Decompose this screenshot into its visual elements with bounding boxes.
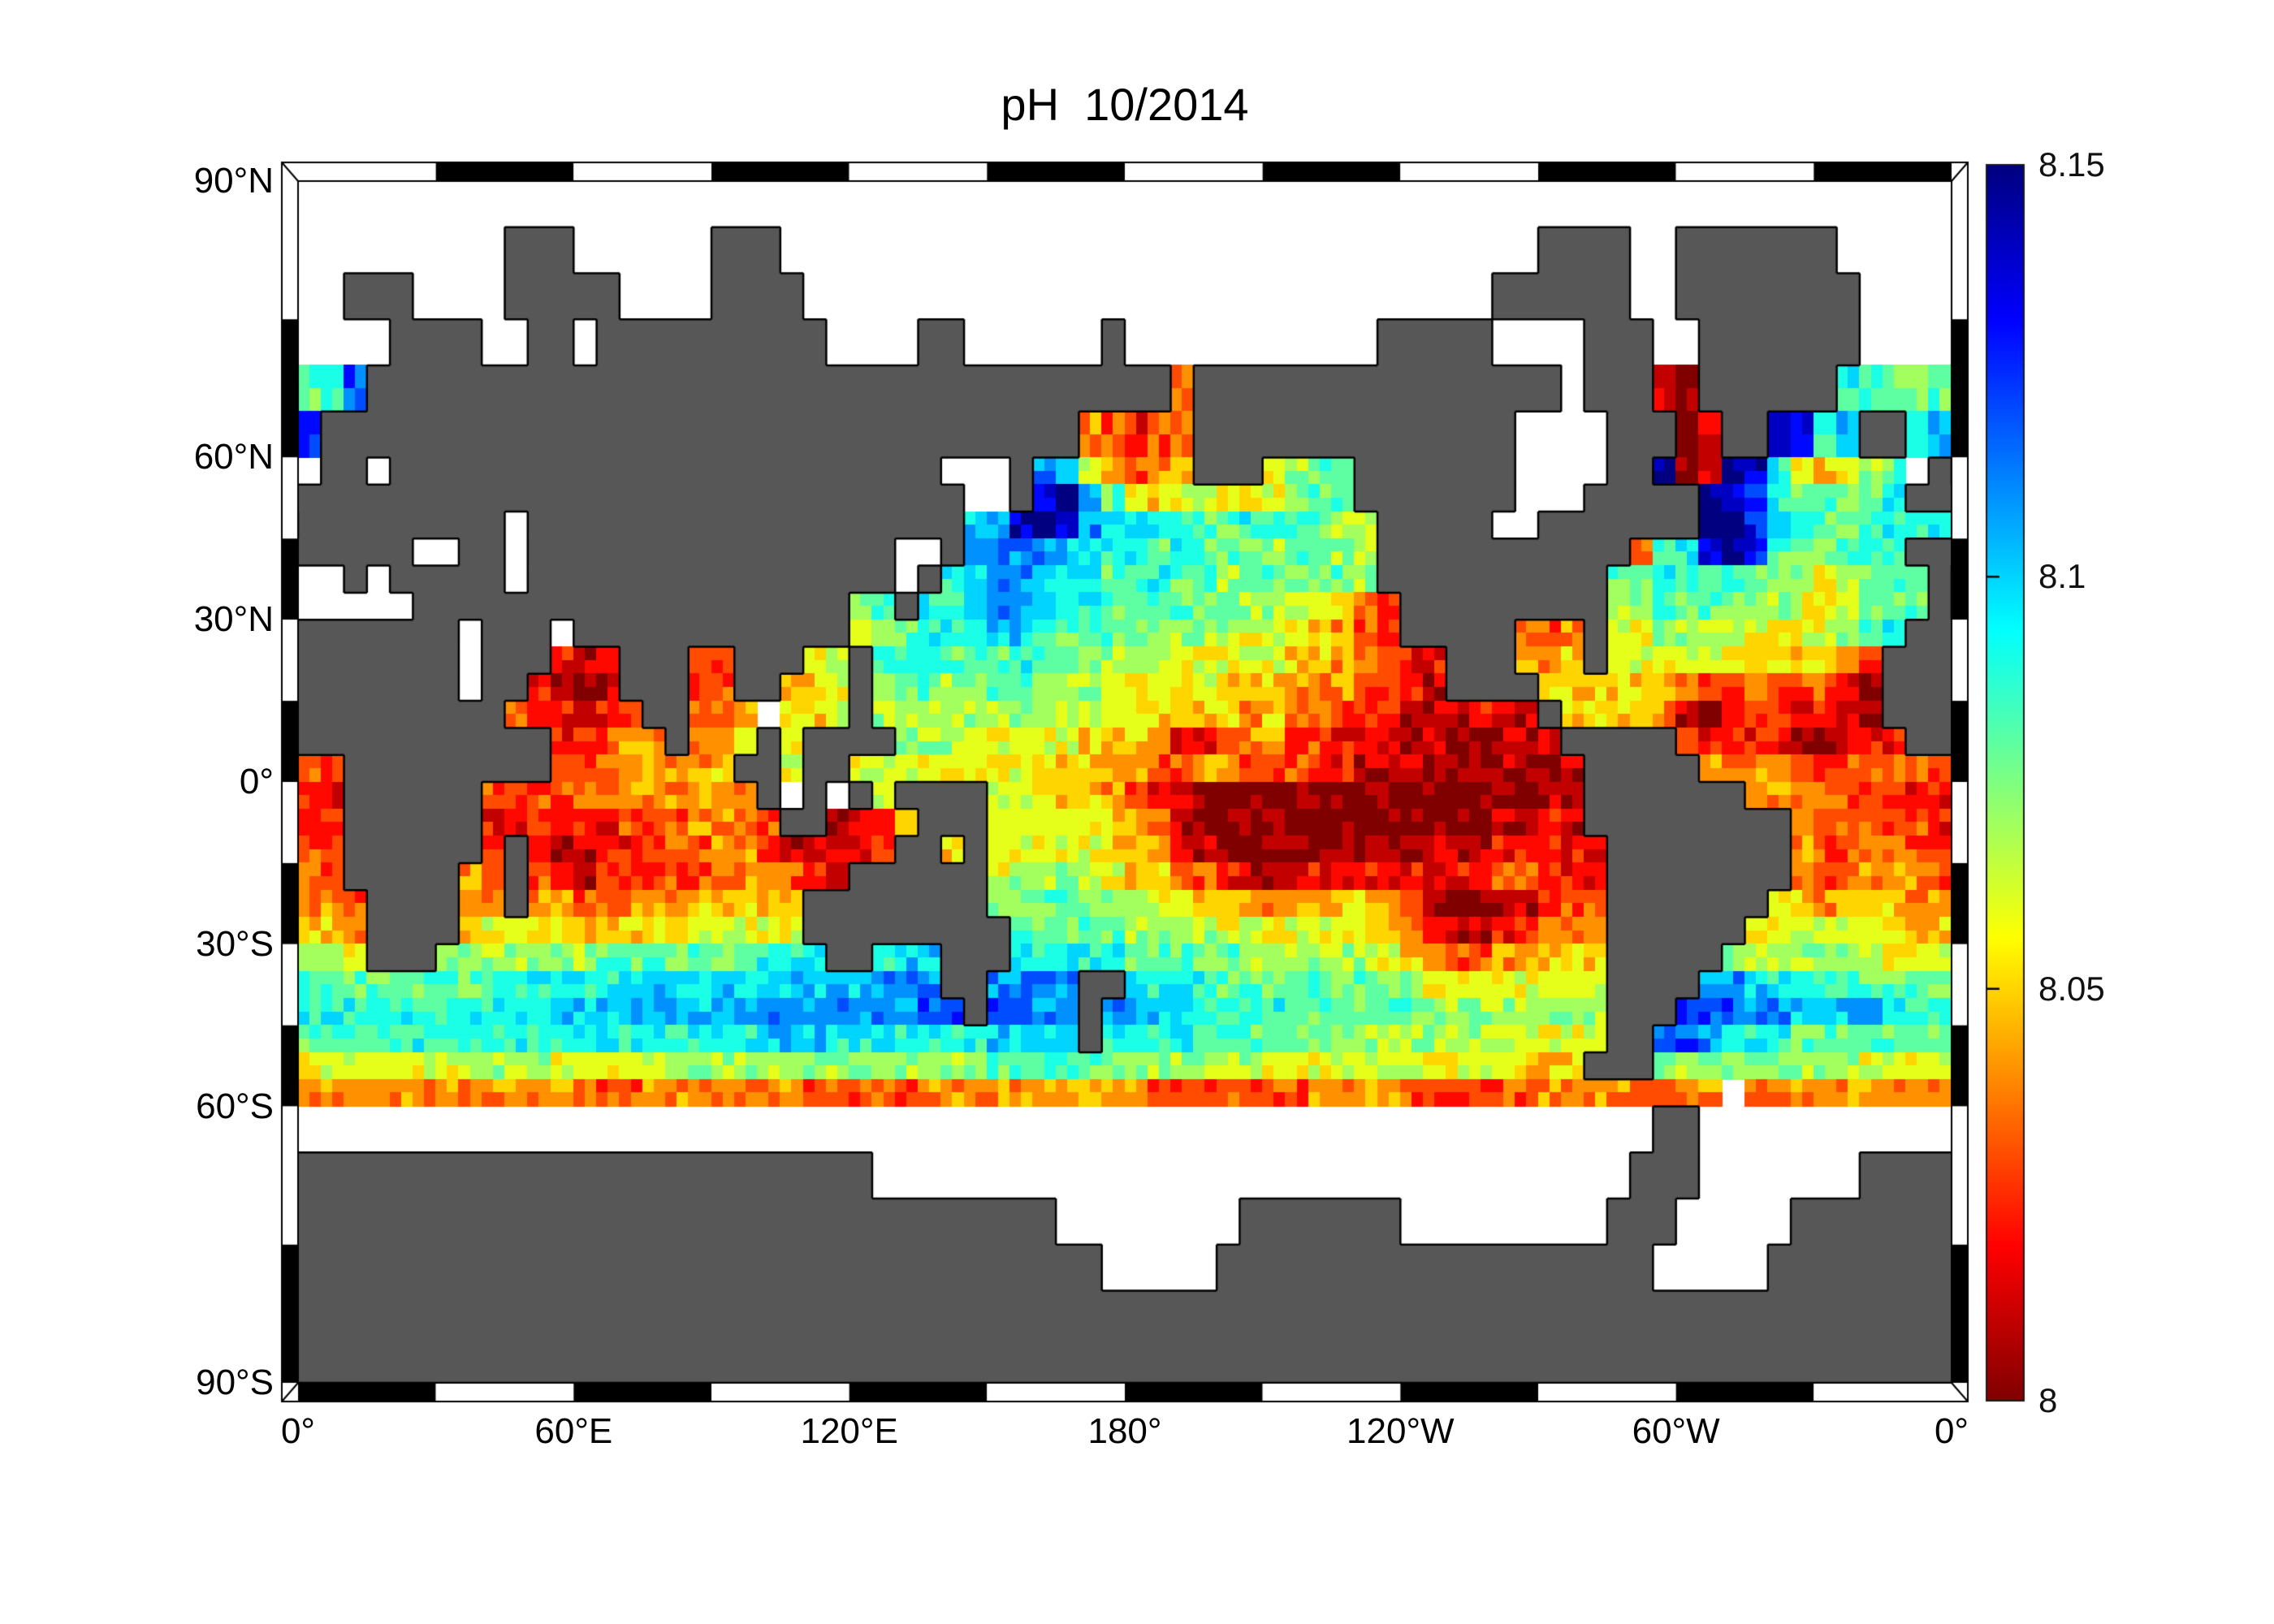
x-axis-tick-label: 60°E	[534, 1411, 613, 1451]
x-axis-tick-label: 120°W	[1347, 1411, 1455, 1451]
y-axis-tick-label: 90°S	[196, 1363, 274, 1402]
colorbar-tick-label: 8	[2038, 1381, 2058, 1419]
y-axis-tick-label: 60°N	[193, 437, 274, 477]
x-axis-tick-label: 0°	[280, 1411, 316, 1451]
colorbar-tick-label: 8.1	[2038, 557, 2086, 596]
y-axis-tick-label: 60°S	[196, 1086, 274, 1126]
colorbar-tick-label: 8.15	[2038, 145, 2105, 184]
colorbar-tick-label: 8.05	[2038, 969, 2105, 1008]
x-axis-tick-label: 120°E	[800, 1411, 898, 1451]
y-axis-tick-label: 30°N	[193, 599, 274, 640]
x-axis-tick-label: 0°	[1934, 1411, 1969, 1451]
y-axis-tick-label: 30°S	[196, 923, 274, 964]
x-axis-tick-label: 60°W	[1632, 1411, 1720, 1451]
y-axis-tick-label: 90°N	[193, 161, 274, 201]
x-axis-tick-label: 180°	[1087, 1411, 1162, 1451]
figure-title: pH 10/2014	[1001, 79, 1249, 130]
y-axis-tick-label: 0°	[239, 762, 274, 801]
